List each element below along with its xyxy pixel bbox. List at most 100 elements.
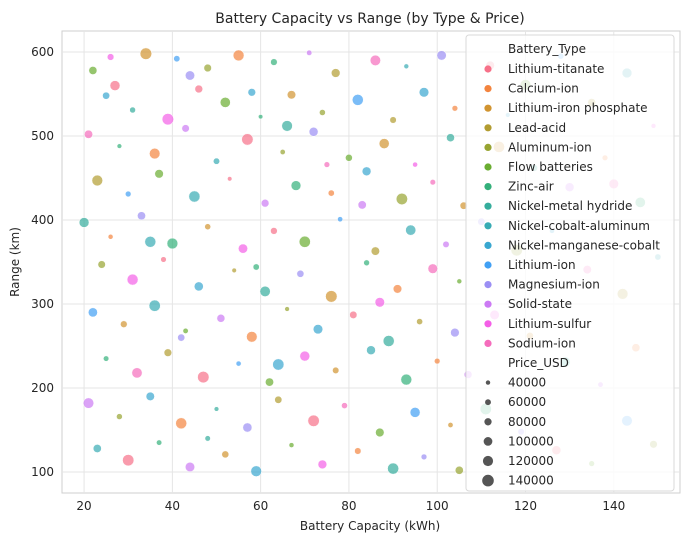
legend-size-title: Price_USD (508, 356, 569, 370)
data-point (308, 127, 319, 137)
y-tick-label: 500 (31, 129, 54, 143)
legend-marker (484, 339, 492, 347)
legend: Battery_Type Lithium-titanate Calcium-ion L… (465, 34, 675, 492)
data-point (349, 310, 358, 319)
legend-hue-title: Battery_Type (508, 42, 586, 56)
x-tick-label: 80 (341, 499, 356, 513)
data-point (352, 94, 364, 106)
legend-label: Aluminum-ion (508, 140, 592, 154)
x-tick-label: 140 (602, 499, 625, 513)
data-point (279, 149, 286, 155)
legend-size-label: 80000 (508, 415, 546, 429)
data-point (418, 87, 430, 98)
legend-marker (484, 300, 492, 308)
data-point (107, 234, 114, 240)
data-point (213, 157, 220, 165)
data-point (122, 454, 135, 467)
data-point (375, 427, 385, 438)
data-point (409, 407, 421, 418)
legend-label: Lithium-sulfur (508, 317, 591, 331)
data-point (197, 371, 210, 384)
data-point (319, 109, 326, 116)
legend-label: Lead-acid (508, 121, 566, 135)
x-tick-label: 20 (76, 499, 91, 513)
data-point (182, 327, 189, 334)
data-point (166, 237, 179, 250)
data-point (270, 58, 278, 66)
y-tick-label: 600 (31, 45, 54, 59)
data-point (412, 161, 418, 168)
data-point (227, 176, 233, 182)
data-point (447, 422, 454, 428)
data-point (446, 133, 455, 142)
data-point (107, 53, 115, 61)
data-point (109, 80, 121, 91)
data-point (204, 223, 211, 230)
legend-label: Lithium-titanate (508, 62, 604, 76)
data-point (177, 333, 186, 342)
data-point (354, 447, 362, 455)
data-point (185, 462, 195, 472)
data-point (370, 246, 380, 256)
data-point (403, 63, 409, 69)
legend-size-marker (482, 474, 494, 487)
data-point (317, 459, 328, 470)
data-point (91, 174, 103, 187)
data-point (331, 68, 341, 78)
legend-size-label: 100000 (508, 434, 554, 448)
data-point (235, 360, 242, 367)
data-point (327, 189, 335, 197)
legend-size-marker (484, 418, 492, 426)
x-tick-label: 60 (253, 499, 268, 513)
data-point (345, 154, 353, 162)
data-point (299, 350, 311, 362)
data-point (78, 217, 90, 228)
data-point (290, 180, 302, 191)
data-point (298, 235, 311, 248)
data-point (265, 377, 274, 387)
data-point (84, 129, 93, 139)
y-tick-label: 400 (31, 213, 54, 227)
data-point (429, 179, 436, 186)
data-point (213, 406, 220, 412)
legend-marker (484, 85, 492, 93)
legend-size-label: 140000 (508, 474, 554, 488)
legend-label: Lithium-ion (508, 258, 576, 272)
data-point (97, 260, 106, 269)
data-point (281, 120, 293, 132)
data-point (420, 453, 428, 461)
data-point (258, 114, 264, 120)
data-point (416, 318, 423, 325)
legend-label: Solid-state (508, 297, 572, 311)
data-point (287, 90, 296, 100)
y-tick-label: 300 (31, 297, 54, 311)
legend-label: Sodium-ion (508, 336, 576, 350)
data-point (185, 70, 195, 81)
data-point (103, 355, 110, 362)
data-point (395, 193, 408, 205)
data-point (137, 211, 146, 221)
data-point (374, 297, 385, 308)
legend-size-label: 120000 (508, 454, 554, 468)
y-axis-title: Range (km) (8, 227, 22, 297)
data-point (82, 397, 95, 409)
data-point (387, 462, 399, 475)
data-point (148, 299, 161, 312)
data-point (241, 133, 254, 146)
data-point (450, 327, 460, 338)
legend-size-marker (485, 380, 491, 385)
legend-size-marker (482, 455, 494, 467)
data-point (194, 281, 204, 292)
data-point (400, 373, 412, 386)
legend-marker (484, 104, 492, 112)
data-point (154, 169, 164, 179)
legend-size-marker (485, 399, 491, 406)
data-point (125, 190, 132, 198)
data-point (247, 88, 256, 97)
data-point (232, 49, 245, 62)
data-point (203, 63, 212, 73)
legend-label: Lithium-iron phosphate (508, 101, 648, 115)
data-point (363, 259, 370, 266)
data-point (361, 166, 372, 176)
legend-label: Magnesium-ion (508, 278, 600, 292)
